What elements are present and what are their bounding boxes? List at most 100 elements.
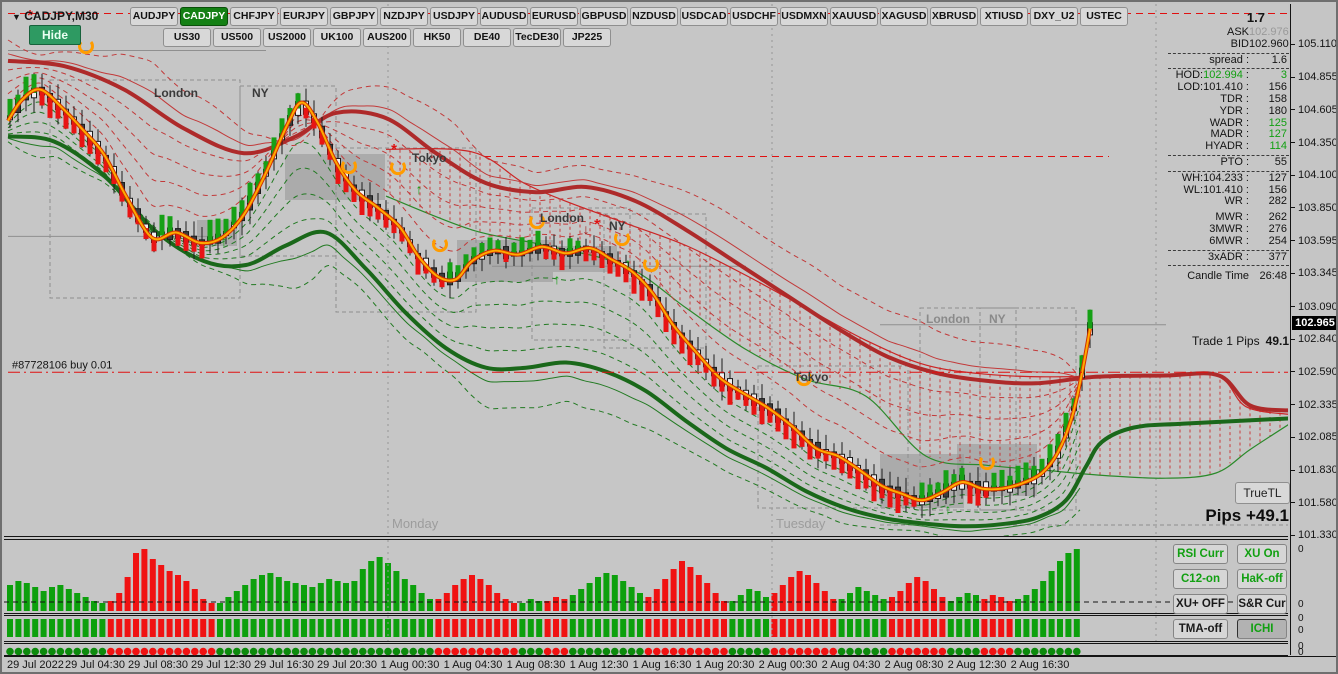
price-axis-label: 101.580	[1298, 496, 1338, 509]
tab-audjpy[interactable]: AUDJPY	[130, 7, 178, 26]
signal-dot	[207, 647, 216, 656]
tab-uk100[interactable]: UK100	[313, 28, 361, 47]
histogram-bar	[561, 599, 568, 611]
hak-off-button[interactable]: HaK-off	[1237, 569, 1287, 589]
tab-hk50[interactable]: HK50	[413, 28, 461, 47]
signal-dot	[787, 647, 795, 656]
signal-dot	[560, 647, 569, 656]
histogram-bar	[931, 589, 937, 611]
histogram-bar	[1048, 571, 1055, 611]
tab-gbpjpy[interactable]: GBPJPY	[330, 7, 378, 26]
signal-dot	[73, 647, 81, 656]
histogram-bar	[1023, 595, 1030, 611]
tab-de40[interactable]: DE40	[463, 28, 511, 47]
trend-bar	[578, 619, 585, 637]
histogram-bar	[1065, 553, 1072, 611]
tab-us500[interactable]: US500	[213, 28, 261, 47]
s-r-cur-button[interactable]: S&R Cur	[1237, 594, 1287, 614]
tab-nzdjpy[interactable]: NZDJPY	[380, 7, 428, 26]
histogram-bar	[830, 599, 837, 611]
info-value: 156	[1268, 81, 1287, 94]
tab-xauusd[interactable]: XAUUSD	[830, 7, 878, 26]
price-axis-label: 102.335	[1298, 398, 1338, 411]
price-axis-label: 102.840	[1298, 333, 1338, 346]
rsi-curr-button[interactable]: RSI Curr	[1173, 544, 1228, 564]
info-label: spread :	[1209, 53, 1249, 66]
signal-dot	[711, 647, 720, 656]
tab-cadjpy[interactable]: CADJPY	[180, 7, 228, 26]
xu-on-button[interactable]: XU On	[1237, 544, 1287, 564]
chart-label: NY	[252, 86, 269, 100]
tab-gbpusd[interactable]: GBPUSD	[580, 7, 628, 26]
trend-bar	[334, 619, 341, 637]
tab-usdcad[interactable]: USDCAD	[680, 7, 728, 26]
histogram-bar	[401, 579, 408, 611]
trend-bar	[57, 619, 64, 637]
truetl-button[interactable]: TrueTL	[1235, 482, 1290, 504]
tab-nzdusd[interactable]: NZDUSD	[630, 7, 678, 26]
xu-off-button[interactable]: XU+ OFF	[1173, 594, 1228, 614]
price-axis-label: 105.110	[1298, 38, 1337, 51]
c12-on-button[interactable]: C12-on	[1173, 569, 1228, 589]
histogram-bar	[124, 577, 131, 611]
tab-us2000[interactable]: US2000	[263, 28, 311, 47]
time-axis[interactable]: 29 Jul 2022 29 Jul 04:30 29 Jul 08:30 29 Ju…	[4, 656, 1336, 672]
signal-dot	[1022, 647, 1031, 656]
price-chart-canvas[interactable]: #87728106 buy 0.01*↑* ↓↑↓ *↑↑↑↑London NYTok…	[4, 4, 1288, 536]
info-row-wadr: WADR : 125	[1168, 117, 1289, 130]
tab-usdchf[interactable]: USDCHF	[730, 7, 778, 26]
tab-ustec[interactable]: USTEC	[1080, 7, 1128, 26]
ichi-button[interactable]: ICHI	[1237, 619, 1287, 639]
signal-dot	[401, 647, 409, 656]
signal-dot	[317, 647, 325, 656]
tab-eurusd[interactable]: EURUSD	[530, 7, 578, 26]
signal-dot	[812, 647, 821, 656]
histogram-bar	[32, 587, 39, 611]
tab-eurjpy[interactable]: EURJPY	[280, 7, 328, 26]
signal-dot	[182, 647, 191, 656]
info-value: 55	[1274, 155, 1287, 168]
trend-bar	[637, 619, 643, 637]
trend-bar	[939, 619, 946, 637]
tab-jp225[interactable]: JP225	[563, 28, 611, 47]
tab-us30[interactable]: US30	[163, 28, 211, 47]
hide-button[interactable]: Hide	[29, 25, 81, 45]
histogram-bar	[746, 589, 753, 611]
trend-bar	[166, 619, 173, 637]
tab-aus200[interactable]: AUS200	[363, 28, 411, 47]
trend-bar	[208, 619, 215, 637]
trend-bar	[897, 619, 904, 637]
info-label: YDR :	[1219, 104, 1249, 117]
info-label: LOD:	[1177, 81, 1204, 94]
symbol-period-label[interactable]: ▼ CADJPY,M30	[12, 9, 98, 23]
tab-audusd[interactable]: AUDUSD	[480, 7, 528, 26]
price-axis[interactable]: 105.110 104.855 104.605 104.350 104.100 103.8…	[1290, 4, 1338, 658]
time-axis-label: 2 Aug 08:30	[884, 659, 944, 671]
signal-dots-indicator-panel[interactable]	[4, 643, 1288, 656]
tma-off-button[interactable]: TMA-off	[1173, 619, 1228, 639]
tab-chfjpy[interactable]: CHFJPY	[230, 7, 278, 26]
signal-dot	[325, 647, 334, 656]
tab-usdmxn[interactable]: USDMXN	[780, 7, 828, 26]
tab-xagusd[interactable]: XAGUSD	[880, 7, 928, 26]
trend-bar	[124, 619, 131, 637]
trend-bars-indicator-panel[interactable]	[4, 615, 1288, 642]
tab-usdjpy[interactable]: USDJPY	[430, 7, 478, 26]
trend-bar	[460, 619, 467, 637]
tab-xtiusd[interactable]: XTIUSD	[980, 7, 1028, 26]
trend-bar	[233, 619, 240, 637]
signal-dot	[107, 647, 115, 656]
histogram-bar	[275, 577, 282, 611]
tab-tecde30[interactable]: TecDE30	[513, 28, 561, 47]
trade-pips-value: 49.1	[1265, 334, 1289, 348]
tab-xbrusd[interactable]: XBRUSD	[930, 7, 978, 26]
main-chart[interactable]: #87728106 buy 0.01 * ↑ * ↓ ↑ ↓ * ↑ ↑ ↑ ↑ London NY Tok…	[4, 4, 1290, 537]
signal-dot	[661, 647, 669, 656]
histogram-bar	[494, 593, 501, 611]
signal-dot	[6, 647, 14, 656]
histogram-bar	[595, 577, 601, 611]
histogram-indicator-panel[interactable]	[4, 539, 1288, 614]
trend-bar	[611, 619, 618, 637]
tab-dxy-u2[interactable]: DXY_U2	[1030, 7, 1078, 26]
signal-dot	[468, 647, 476, 656]
